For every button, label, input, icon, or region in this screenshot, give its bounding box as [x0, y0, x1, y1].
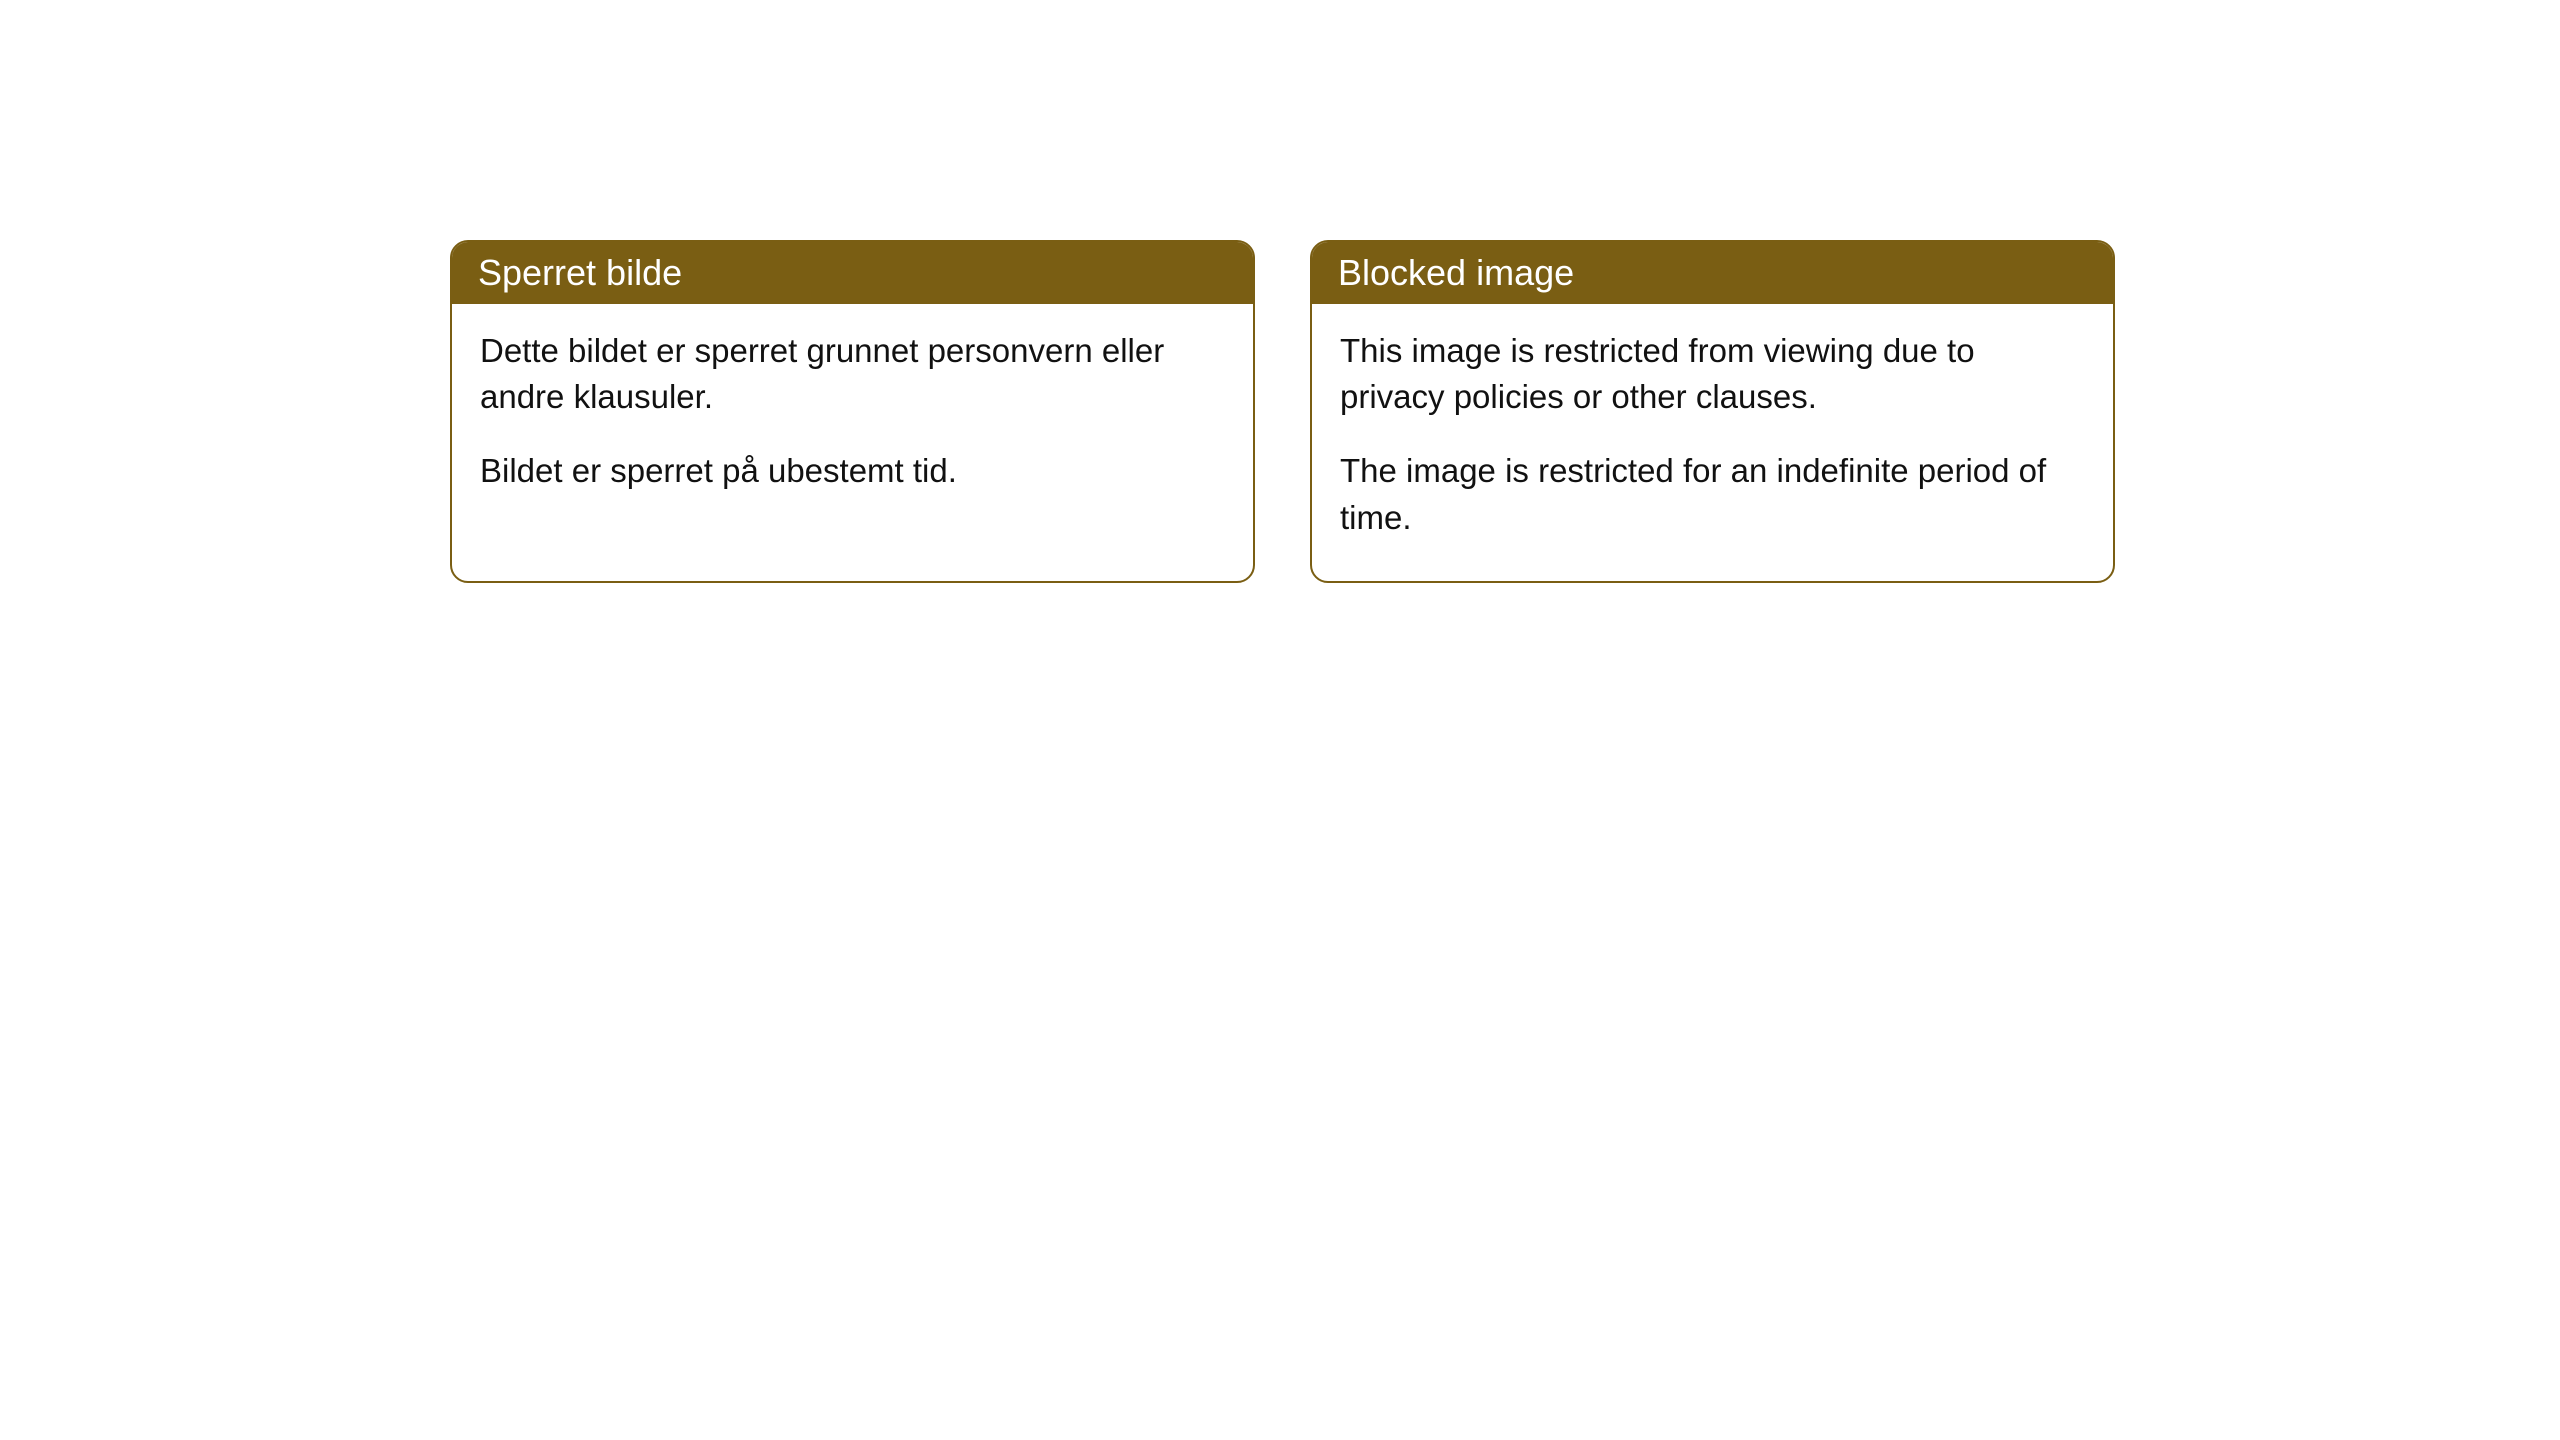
- card-body-no: Dette bildet er sperret grunnet personve…: [452, 304, 1253, 535]
- card-title-en: Blocked image: [1338, 252, 1574, 293]
- card-paragraph-1-no: Dette bildet er sperret grunnet personve…: [480, 328, 1225, 420]
- card-paragraph-2-no: Bildet er sperret på ubestemt tid.: [480, 448, 1225, 494]
- card-body-en: This image is restricted from viewing du…: [1312, 304, 2113, 581]
- card-header-no: Sperret bilde: [452, 242, 1253, 304]
- card-header-en: Blocked image: [1312, 242, 2113, 304]
- card-paragraph-2-en: The image is restricted for an indefinit…: [1340, 448, 2085, 540]
- blocked-image-card-no: Sperret bilde Dette bildet er sperret gr…: [450, 240, 1255, 583]
- cards-container: Sperret bilde Dette bildet er sperret gr…: [450, 240, 2115, 583]
- blocked-image-card-en: Blocked image This image is restricted f…: [1310, 240, 2115, 583]
- card-paragraph-1-en: This image is restricted from viewing du…: [1340, 328, 2085, 420]
- card-title-no: Sperret bilde: [478, 252, 682, 293]
